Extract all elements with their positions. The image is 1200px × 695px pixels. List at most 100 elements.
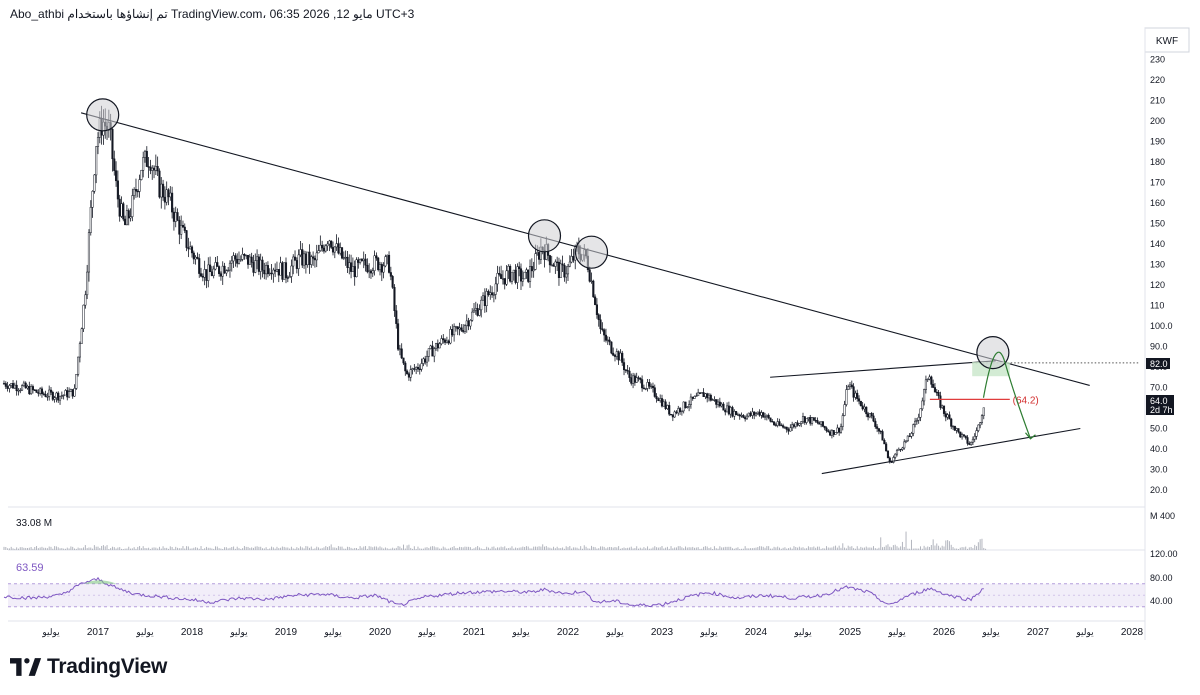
candle-body [87, 232, 91, 273]
candle-body [756, 411, 759, 414]
candle-body [903, 441, 906, 449]
candle-body [375, 255, 378, 259]
candle-body [465, 320, 468, 326]
candle-body [561, 263, 564, 266]
candle-body [263, 269, 266, 275]
candle-body [534, 253, 537, 270]
candle-body [662, 401, 665, 407]
candle-body [510, 272, 514, 282]
candle-body [422, 358, 425, 364]
candle-body [630, 377, 633, 384]
highlight-circle [574, 235, 609, 269]
candle-body [57, 392, 60, 401]
candle-body [820, 421, 823, 425]
candle-body [787, 429, 790, 432]
candle-body [95, 146, 98, 176]
candle-body [458, 327, 461, 330]
candle-body [865, 406, 868, 415]
candle-body [154, 166, 157, 171]
candle-body [548, 255, 551, 266]
candle-body [632, 375, 635, 384]
time-tick: 2017 [87, 627, 110, 638]
candle-body [15, 384, 18, 391]
candle-body [688, 404, 691, 408]
candle-body [297, 254, 300, 269]
candle-body [151, 167, 154, 171]
candle-body [313, 258, 316, 261]
candle-body [975, 430, 978, 437]
candle-body [845, 389, 848, 405]
trendline [821, 427, 1081, 475]
candle-body [152, 167, 156, 171]
candle-body [612, 352, 615, 356]
candle-body [265, 265, 268, 275]
candle-body [62, 394, 65, 397]
tradingview-logo[interactable]: TradingView [10, 655, 167, 679]
candle-body [344, 256, 347, 259]
candle-body [955, 428, 958, 431]
candle-body [398, 348, 401, 350]
candle-body [199, 273, 203, 277]
countdown-text: 2d 7h [1150, 405, 1173, 415]
candle-body [644, 388, 647, 390]
candle-body [207, 264, 210, 281]
candle-body [912, 424, 915, 434]
candle-body [807, 417, 810, 419]
candle-body [73, 388, 76, 397]
candle-body [760, 412, 763, 416]
candle-body [26, 386, 29, 389]
candle-body [923, 389, 926, 402]
candle-body [113, 158, 116, 171]
candle-body [496, 273, 499, 285]
candle-body [622, 362, 626, 371]
candle-body [932, 384, 935, 388]
candle-body [767, 414, 770, 419]
candle-body [55, 392, 58, 399]
candle-body [877, 428, 880, 432]
candle-body [870, 413, 873, 417]
candle-body [82, 304, 85, 330]
candle-body [44, 394, 47, 397]
candle-body [232, 255, 235, 262]
time-tick: 2021 [463, 627, 486, 638]
drawings[interactable]: (64.2) [80, 98, 1140, 475]
candle-body [404, 362, 407, 372]
candle-body [823, 426, 826, 429]
candle-body [270, 272, 273, 275]
candle-body [237, 259, 241, 264]
rsi-value: 63.59 [16, 562, 44, 574]
candle-body [507, 266, 510, 272]
candle-body [879, 430, 882, 433]
candle-body [245, 254, 248, 257]
currency-box[interactable] [1144, 27, 1190, 53]
candle-body [892, 457, 895, 463]
candle-body [673, 411, 676, 418]
candle-body [266, 265, 269, 275]
candle-body [933, 387, 937, 393]
candle-body [532, 269, 535, 272]
candle-body [205, 269, 208, 281]
candle-body [306, 251, 309, 266]
candle-body [801, 416, 805, 422]
candle-body [303, 253, 306, 266]
candle-body [364, 258, 367, 266]
candle-body [64, 390, 67, 396]
candle-body [149, 166, 152, 171]
candle-body [554, 261, 557, 267]
candle-body [4, 383, 7, 387]
candle-body [368, 270, 371, 273]
candle-body [782, 425, 785, 428]
candle-body [959, 431, 962, 438]
candle-body [977, 424, 980, 431]
candle-body [366, 264, 369, 273]
candle-body [295, 260, 298, 269]
candle-body [937, 392, 940, 397]
price-tick: 220 [1150, 75, 1165, 85]
candle-body [915, 420, 918, 422]
candle-body [283, 262, 286, 280]
candle-body [196, 256, 199, 259]
candle-body [604, 334, 608, 341]
candle-body [469, 320, 472, 327]
candle-body [953, 425, 956, 431]
